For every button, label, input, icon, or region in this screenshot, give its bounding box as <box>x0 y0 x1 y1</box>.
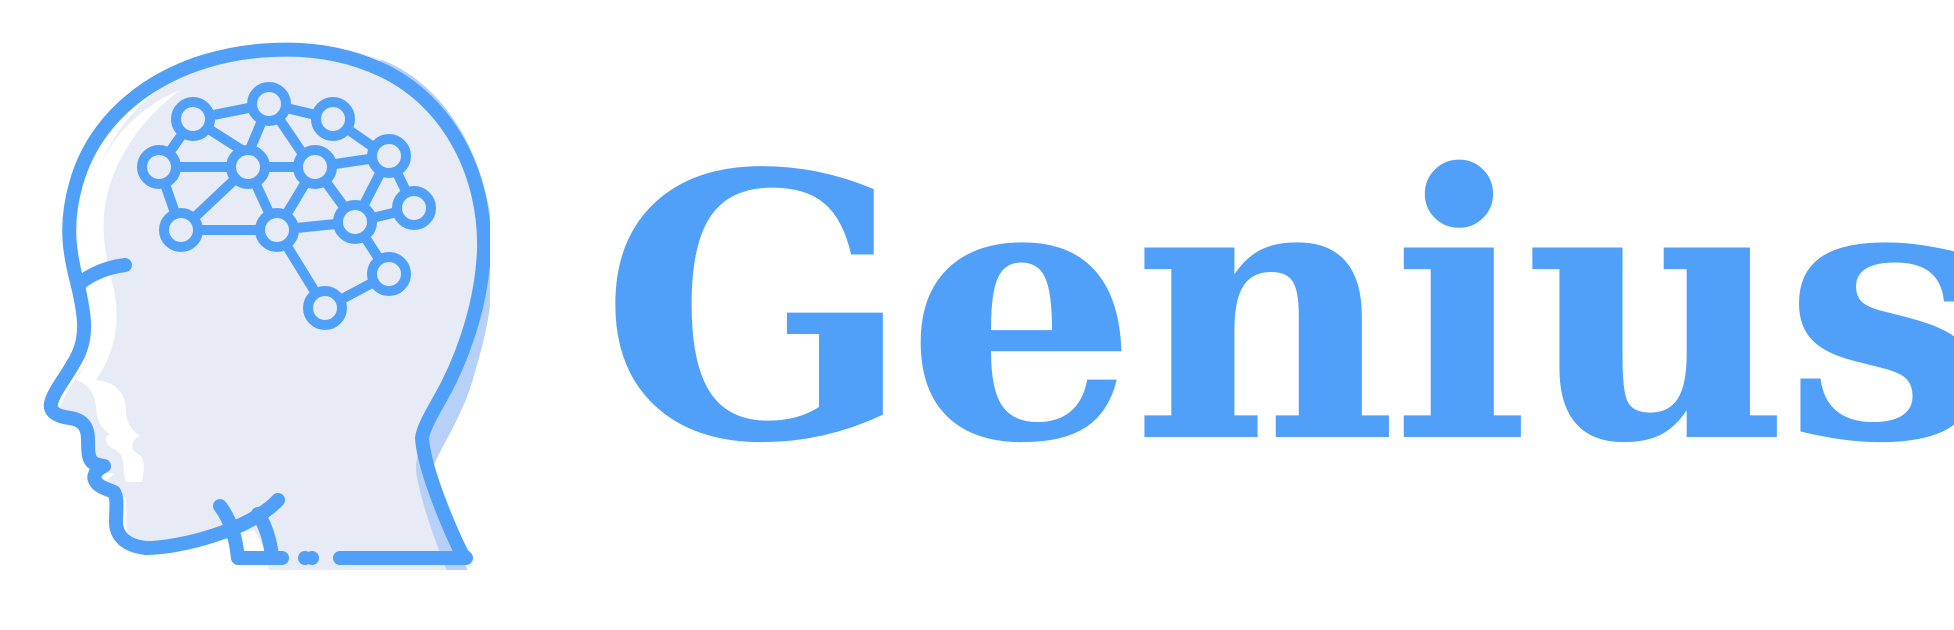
node <box>367 134 411 178</box>
head-highlight <box>76 90 180 482</box>
node <box>159 208 203 252</box>
node <box>171 97 215 141</box>
node <box>255 208 299 252</box>
node <box>247 82 291 126</box>
head-neural-network-icon <box>43 42 490 570</box>
node <box>303 286 347 330</box>
node <box>367 252 411 296</box>
node <box>226 145 270 189</box>
network-nodes <box>137 82 436 330</box>
node <box>293 145 337 189</box>
node <box>333 200 377 244</box>
node <box>311 97 355 141</box>
neck-dot <box>298 551 312 565</box>
brand-name: Genius <box>600 95 1954 524</box>
head-outline <box>43 42 490 565</box>
node <box>392 186 436 230</box>
node <box>137 145 181 189</box>
